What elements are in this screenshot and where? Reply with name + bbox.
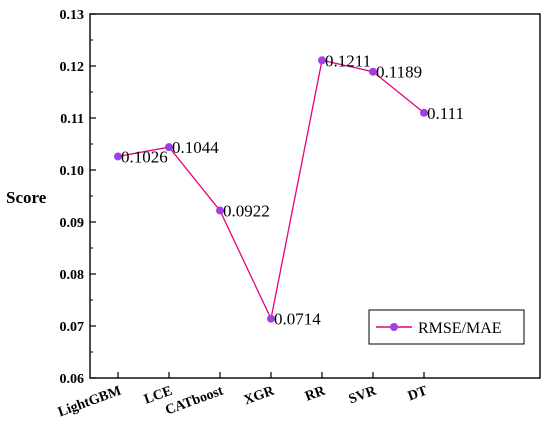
- data-label: 0.111: [427, 104, 464, 123]
- y-tick-label: 0.07: [60, 320, 85, 335]
- x-tick-label: CATboost: [163, 384, 225, 419]
- data-point: [369, 67, 377, 76]
- x-tick-label: RR: [303, 383, 328, 404]
- data-label: 0.1044: [172, 138, 219, 157]
- y-tick-label: 0.08: [60, 268, 85, 283]
- series-line: [117, 59, 425, 321]
- data-label: 0.1211: [325, 51, 371, 70]
- y-axis-title: Score: [6, 188, 47, 207]
- y-tick-label: 0.13: [60, 8, 85, 23]
- plot-frame: [89, 13, 541, 379]
- data-label: 0.0922: [223, 202, 270, 221]
- y-tick-label: 0.10: [60, 164, 85, 179]
- data-point: [420, 108, 428, 117]
- y-tick-label: 0.09: [60, 216, 85, 231]
- x-tick-label: XGR: [242, 383, 277, 408]
- data-label: 0.1026: [121, 147, 168, 166]
- legend-label: RMSE/MAE: [418, 320, 502, 337]
- data-label: 0.0714: [274, 310, 321, 329]
- data-point: [267, 314, 275, 323]
- data-label: 0.1189: [376, 63, 422, 82]
- legend: RMSE/MAE: [368, 309, 525, 345]
- x-tick-label: SVR: [347, 383, 379, 407]
- x-tick-label: LightGBM: [56, 384, 123, 421]
- data-point: [165, 143, 173, 152]
- y-axis-ticks: 0.06 0.07 0.08 0.09 0.10 0.11 0.12 0.13: [60, 8, 96, 387]
- legend-marker: [390, 323, 398, 331]
- data-point: [114, 152, 122, 161]
- data-point: [318, 56, 326, 65]
- y-tick-label: 0.06: [60, 372, 85, 387]
- y-tick-label: 0.11: [60, 112, 84, 127]
- x-tick-label: DT: [406, 383, 430, 404]
- series-layer: 0.1026 0.1044 0.0922 0.0714 0.1211 0.1189 0.11…: [114, 51, 464, 329]
- y-tick-label: 0.12: [60, 60, 85, 75]
- data-point: [216, 206, 224, 215]
